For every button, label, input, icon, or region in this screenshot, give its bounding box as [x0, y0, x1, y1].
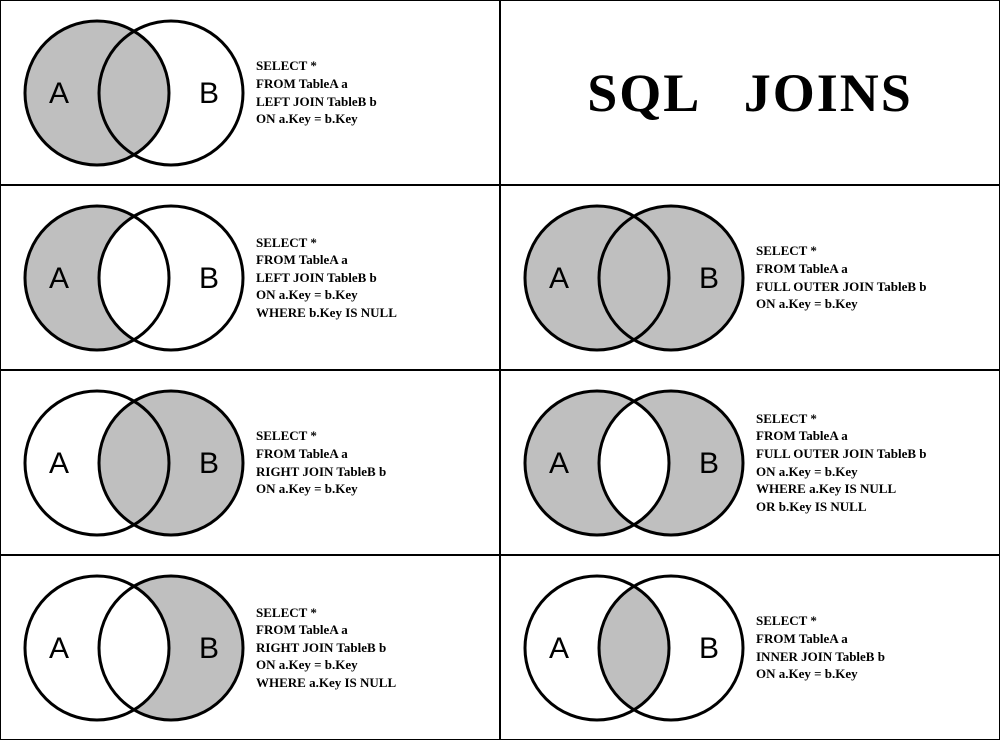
- label-b: B: [198, 632, 218, 665]
- venn-diagram: A B: [9, 193, 249, 363]
- sql-code: SELECT * FROM TableA a LEFT JOIN TableB …: [256, 234, 397, 322]
- venn-wrap: A B: [501, 371, 756, 554]
- venn-diagram: A B: [509, 193, 749, 363]
- sql-code: SELECT * FROM TableA a LEFT JOIN TableB …: [256, 57, 377, 127]
- venn-diagram: A B: [9, 563, 249, 733]
- label-b: B: [698, 632, 718, 665]
- sql-code: SELECT * FROM TableA a INNER JOIN TableB…: [756, 612, 885, 682]
- label-b: B: [698, 262, 718, 295]
- cell-inner-join: A B SELECT * FROM TableA a INNER JOIN Ta…: [500, 555, 1000, 740]
- sql-code: SELECT * FROM TableA a FULL OUTER JOIN T…: [756, 242, 927, 312]
- cell-right-excl: A B SELECT * FROM TableA a RIGHT JOIN Ta…: [0, 555, 500, 740]
- sql-code: SELECT * FROM TableA a RIGHT JOIN TableB…: [256, 604, 396, 692]
- label-a: A: [48, 447, 68, 480]
- label-a: A: [48, 632, 68, 665]
- label-b: B: [198, 262, 218, 295]
- label-a: A: [48, 262, 68, 295]
- cell-full-outer: A B SELECT * FROM TableA a FULL OUTER JO…: [500, 185, 1000, 370]
- label-a: A: [48, 77, 68, 110]
- label-a: A: [548, 262, 568, 295]
- cell-right-join: A B SELECT * FROM TableA a RIGHT JOIN Ta…: [0, 370, 500, 555]
- venn-wrap: A B: [1, 186, 256, 369]
- venn-diagram: A B: [509, 563, 749, 733]
- cell-left-excl: A B SELECT * FROM TableA a LEFT JOIN Tab…: [0, 185, 500, 370]
- label-a: A: [548, 632, 568, 665]
- venn-wrap: A B: [1, 371, 256, 554]
- venn-wrap: A B: [1, 1, 256, 184]
- cell-title: SQL JOINS: [500, 0, 1000, 185]
- page-title: SQL JOINS: [587, 62, 913, 124]
- venn-wrap: A B: [501, 186, 756, 369]
- label-b: B: [198, 447, 218, 480]
- sql-code: SELECT * FROM TableA a RIGHT JOIN TableB…: [256, 427, 386, 497]
- venn-diagram: A B: [9, 8, 249, 178]
- venn-diagram: A B: [9, 378, 249, 548]
- label-b: B: [198, 77, 218, 110]
- venn-wrap: A B: [1, 556, 256, 739]
- cell-full-excl: A B SELECT * FROM TableA a FULL OUTER JO…: [500, 370, 1000, 555]
- venn-wrap: A B: [501, 556, 756, 739]
- label-b: B: [698, 447, 718, 480]
- sql-code: SELECT * FROM TableA a FULL OUTER JOIN T…: [756, 410, 927, 515]
- cell-left-join: A B SELECT * FROM TableA a LEFT JOIN Tab…: [0, 0, 500, 185]
- venn-diagram: A B: [509, 378, 749, 548]
- joins-grid: A B SELECT * FROM TableA a LEFT JOIN Tab…: [0, 0, 1000, 740]
- label-a: A: [548, 447, 568, 480]
